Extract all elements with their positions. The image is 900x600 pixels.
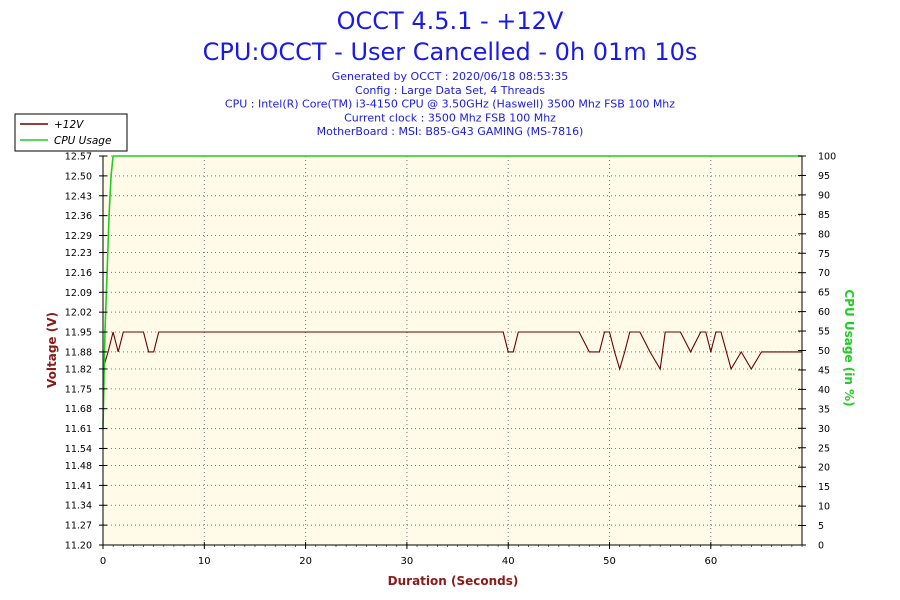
- left-tick-label: 11.34: [65, 501, 92, 512]
- x-tick-label: 0: [100, 556, 106, 567]
- right-tick-label: 40: [818, 385, 830, 396]
- left-tick-label: 12.36: [65, 211, 92, 222]
- right-tick-label: 75: [818, 249, 830, 260]
- x-tick-label: 30: [401, 556, 414, 567]
- right-tick-label: 25: [818, 443, 830, 454]
- right-tick-label: 45: [818, 365, 830, 376]
- legend: +12V CPU Usage: [14, 113, 128, 152]
- left-tick-label: 12.29: [65, 231, 92, 242]
- left-tick-label: 12.23: [65, 248, 92, 259]
- right-tick-label: 95: [818, 171, 830, 182]
- right-tick-label: 90: [818, 190, 830, 201]
- right-axis-label: CPU Usage (in %): [842, 289, 856, 406]
- left-tick-label: 12.16: [65, 268, 92, 279]
- x-tick-label: 20: [299, 556, 312, 567]
- left-tick-label: 11.54: [65, 444, 92, 455]
- right-tick-label: 0: [818, 541, 824, 552]
- right-tick-label: 15: [818, 482, 830, 493]
- info-line: Current clock : 3500 Mhz FSB 100 Mhz: [344, 111, 556, 124]
- left-tick-label: 12.43: [65, 191, 92, 202]
- right-tick-label: 85: [818, 210, 830, 221]
- left-tick-label: 11.82: [65, 364, 92, 375]
- right-tick-label: 20: [818, 463, 830, 474]
- left-tick-label: 11.27: [65, 521, 92, 532]
- right-tick-label: 70: [818, 268, 830, 279]
- chart-subtitle: CPU:OCCT - User Cancelled - 0h 01m 10s: [203, 38, 698, 66]
- left-tick-label: 12.09: [65, 288, 92, 299]
- left-tick-label: 11.95: [65, 328, 92, 339]
- legend-box: [14, 113, 128, 152]
- left-tick-label: 11.68: [65, 404, 92, 415]
- x-tick-label: 60: [704, 556, 717, 567]
- right-tick-label: 65: [818, 288, 830, 299]
- left-tick-label: 11.48: [65, 461, 92, 472]
- left-tick-label: 12.02: [65, 308, 92, 319]
- right-tick-label: 80: [818, 229, 830, 240]
- series-line-cpu-usage: [102, 155, 802, 429]
- left-tick-label: 11.75: [65, 384, 92, 395]
- left-axis-label: Voltage (V): [45, 312, 59, 388]
- left-tick-label: 11.41: [65, 481, 92, 492]
- x-tick-label: 10: [198, 556, 211, 567]
- right-tick-label: 55: [818, 327, 830, 338]
- right-tick-label: 100: [818, 152, 836, 163]
- series-line-12v: [102, 331, 802, 371]
- left-tick-label: 11.61: [65, 424, 92, 435]
- info-line: CPU : Intel(R) Core(TM) i3-4150 CPU @ 3.…: [225, 98, 675, 111]
- info-line: Config : Large Data Set, 4 Threads: [355, 84, 545, 97]
- info-line: Generated by OCCT : 2020/06/18 08:53:35: [332, 70, 569, 83]
- x-tick-label: 40: [502, 556, 515, 567]
- left-tick-label: 12.57: [65, 152, 92, 163]
- right-tick-label: 35: [818, 404, 830, 415]
- x-tick-label: 50: [603, 556, 616, 567]
- info-line: MotherBoard : MSI: B85-G43 GAMING (MS-78…: [317, 125, 584, 138]
- legend-entry: CPU Usage: [54, 135, 111, 147]
- plot-area: [103, 156, 802, 545]
- right-tick-label: 50: [818, 346, 830, 357]
- x-axis-label: Duration (Seconds): [388, 574, 519, 588]
- left-tick-label: 12.50: [65, 171, 92, 182]
- chart-title: OCCT 4.5.1 - +12V: [337, 7, 564, 35]
- right-tick-label: 30: [818, 424, 830, 435]
- right-tick-label: 60: [818, 307, 830, 318]
- left-tick-label: 11.20: [65, 541, 92, 552]
- legend-entry: +12V: [54, 119, 84, 131]
- right-tick-label: 5: [818, 521, 824, 532]
- right-tick-label: 10: [818, 502, 830, 513]
- left-tick-label: 11.88: [65, 347, 92, 358]
